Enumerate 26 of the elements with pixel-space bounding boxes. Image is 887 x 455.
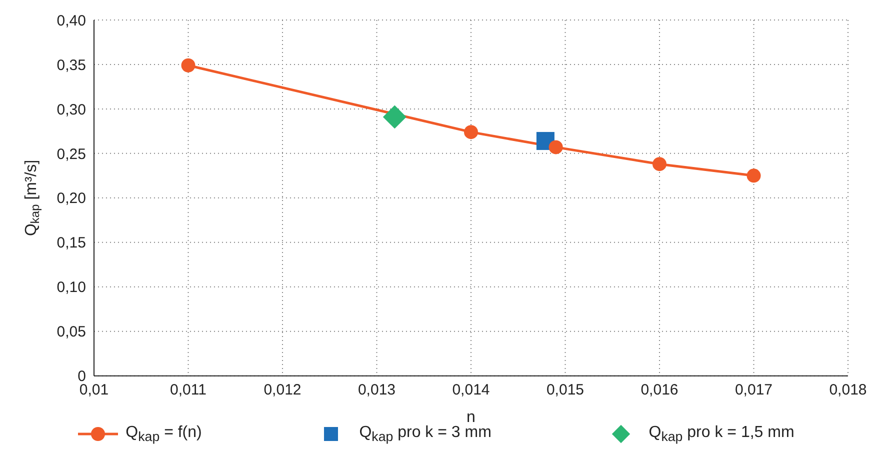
legend-label: Q$_{kap}$ pro k = 1,5 mm [648, 424, 794, 444]
x-tick-label: 0,013 [358, 381, 396, 398]
point [652, 157, 666, 172]
x-axis-title: n [466, 408, 476, 426]
y-tick-label: 0,30 [56, 101, 86, 118]
y-tick-label: 0,15 [56, 234, 86, 252]
x-tick-label: 0,015 [546, 381, 584, 398]
point [464, 125, 478, 140]
x-tick-label: 0,017 [734, 381, 773, 398]
point [548, 140, 563, 154]
x-tick-label: 0,014 [452, 381, 490, 398]
x-tick-label: 0,016 [640, 381, 678, 398]
x-tick-label: 0,018 [829, 381, 867, 398]
x-tick-label: 0,012 [264, 381, 302, 398]
y-tick-label: 0,35 [56, 56, 86, 74]
x-tick-label: 0,011 [170, 381, 206, 398]
y-tick-label: 0,25 [56, 146, 86, 163]
point [746, 168, 761, 183]
y-tick-label: 0,05 [56, 324, 86, 341]
y-tick-label: 0,20 [56, 190, 86, 208]
legend-label: Q$_{kap}$ pro k = 3 mm [359, 424, 492, 444]
point [382, 105, 406, 129]
point [181, 58, 196, 72]
y-tick-label: 0,40 [56, 12, 86, 30]
legend-label: Q$_{kap}$ = f(n) [126, 424, 202, 444]
y-tick-label: 0,10 [56, 279, 86, 296]
